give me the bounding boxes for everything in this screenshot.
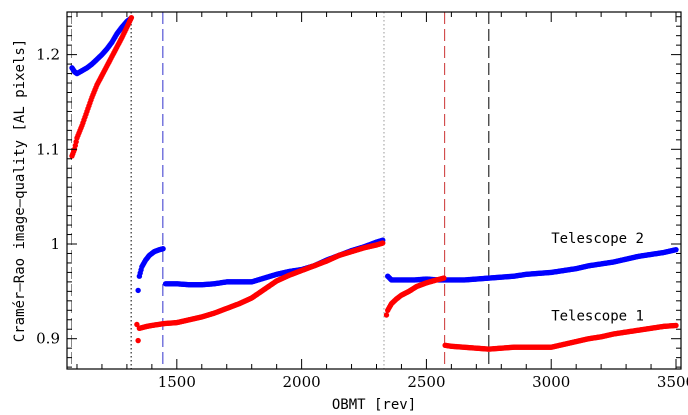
y-axis-label: Cramér–Rao image–quality [AL pixels] (12, 39, 28, 342)
series-annotation: Telescope 2 (551, 231, 644, 247)
reference-lines (70, 12, 490, 369)
y-tick-label: 1 (50, 235, 60, 253)
data-point (128, 14, 135, 21)
data-point (441, 275, 447, 281)
series-annotation: Telescope 1 (551, 309, 644, 325)
data-point (383, 312, 390, 318)
x-tick-label: 2500 (407, 373, 445, 391)
plot-frame (66, 11, 682, 370)
data-series (69, 14, 679, 352)
data-point (135, 337, 141, 344)
data-point (135, 287, 141, 294)
annotations: Telescope 2 Telescope 1 (551, 231, 644, 325)
x-tick-label: 2000 (283, 373, 321, 391)
data-point (673, 246, 679, 253)
y-tick-label: 0.9 (36, 330, 60, 348)
x-tick-label: 3000 (532, 373, 570, 391)
data-point (673, 322, 679, 329)
data-series-group (69, 14, 679, 352)
x-axis-label: OBMT [rev] (332, 397, 416, 413)
y-tick-label: 1.2 (36, 46, 60, 64)
axis-ticks (67, 12, 681, 369)
y-tick-label: 1.1 (36, 140, 60, 158)
x-tick-label: 1500 (158, 373, 196, 391)
data-point (380, 240, 386, 246)
data-point (160, 246, 166, 252)
data-series-group (69, 15, 679, 294)
